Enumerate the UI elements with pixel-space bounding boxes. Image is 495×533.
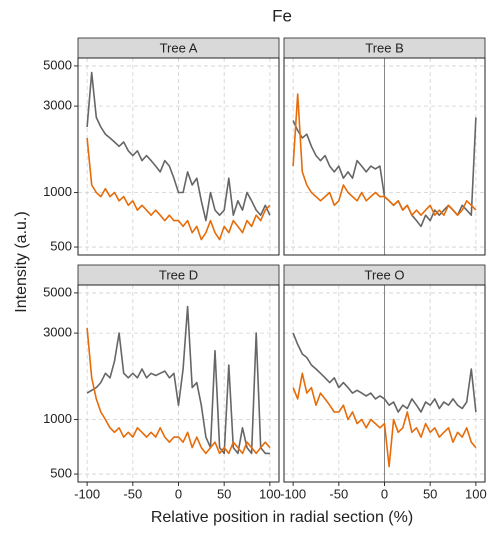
y-tick-label: 5000 bbox=[43, 57, 72, 72]
x-tick-label: 0 bbox=[175, 486, 182, 501]
x-tick-label: -50 bbox=[123, 486, 142, 501]
x-tick-label: -100 bbox=[280, 486, 306, 501]
data-line bbox=[86, 327, 271, 455]
y-tick-label: 1000 bbox=[43, 184, 72, 199]
x-tick-label: 100 bbox=[465, 486, 487, 501]
x-tick-label: 100 bbox=[259, 486, 281, 501]
panel-border bbox=[283, 57, 486, 256]
data-line bbox=[292, 372, 477, 468]
panel-border bbox=[283, 284, 486, 483]
panel-border bbox=[77, 57, 280, 256]
panel-title: Tree O bbox=[365, 267, 405, 282]
figure-title: Fe bbox=[272, 6, 292, 25]
y-tick-label: 500 bbox=[50, 238, 72, 253]
data-line bbox=[86, 305, 270, 455]
panel-title: Tree A bbox=[160, 40, 198, 55]
panel-title: Tree B bbox=[365, 40, 404, 55]
x-tick-label: -100 bbox=[74, 486, 100, 501]
data-line bbox=[292, 332, 477, 413]
y-tick-label: 1000 bbox=[43, 411, 72, 426]
x-tick-label: 0 bbox=[381, 486, 388, 501]
y-tick-label: 3000 bbox=[43, 325, 72, 340]
y-tick-label: 500 bbox=[50, 465, 72, 480]
y-tick-label: 3000 bbox=[43, 98, 72, 113]
x-tick-label: -50 bbox=[329, 486, 348, 501]
x-tick-label: 50 bbox=[423, 486, 437, 501]
y-tick-label: 5000 bbox=[43, 284, 72, 299]
data-line bbox=[292, 93, 477, 216]
data-line bbox=[86, 137, 271, 241]
x-tick-label: 50 bbox=[217, 486, 231, 501]
panel-title: Tree D bbox=[159, 267, 198, 282]
y-axis-label: Intensity (a.u.) bbox=[13, 211, 30, 312]
panel-border bbox=[77, 284, 280, 483]
data-line bbox=[86, 71, 271, 222]
x-axis-label: Relative position in radial section (%) bbox=[151, 509, 413, 526]
